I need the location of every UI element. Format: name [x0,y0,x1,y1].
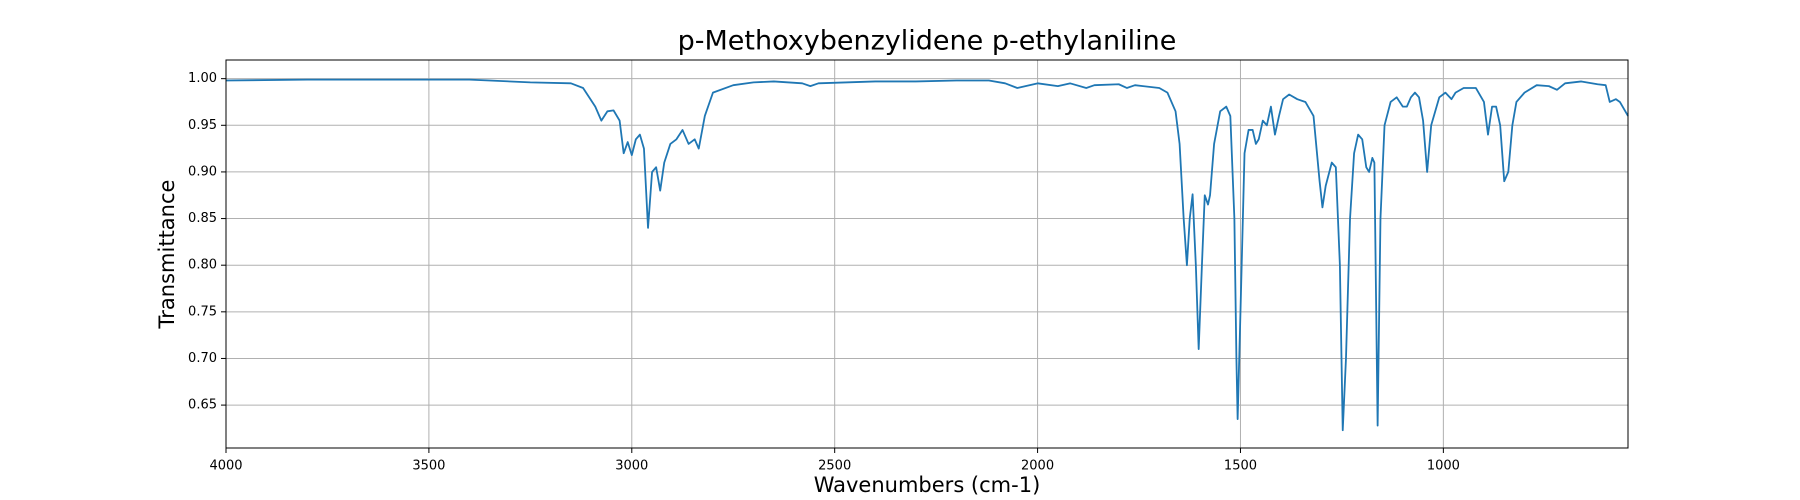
x-tick-label: 1000 [1427,459,1460,474]
chart-title: p-Methoxybenzylidene p-ethylaniline [678,26,1177,57]
y-tick-label: 0.65 [188,398,217,413]
x-tick-label: 1500 [1224,459,1257,474]
x-tick-label: 2000 [1021,459,1054,474]
y-tick-label: 0.80 [188,258,217,273]
plot-frame [225,59,1629,449]
x-axis-label: Wavenumbers (cm-1) [814,473,1041,497]
y-axis-label: Transmittance [155,180,179,330]
x-tick-label: 2500 [818,459,851,474]
y-tick-label: 0.70 [188,351,217,366]
x-tick-label: 3000 [615,459,648,474]
x-tick-label: 4000 [209,459,242,474]
x-tick-label: 3500 [412,459,445,474]
y-tick-label: 0.95 [188,118,217,133]
spectrum-line [225,78,1629,432]
y-tick-label: 0.85 [188,211,217,226]
y-tick-label: 0.75 [188,304,217,319]
y-tick-label: 0.90 [188,164,217,179]
y-tick-label: 1.00 [188,71,217,86]
